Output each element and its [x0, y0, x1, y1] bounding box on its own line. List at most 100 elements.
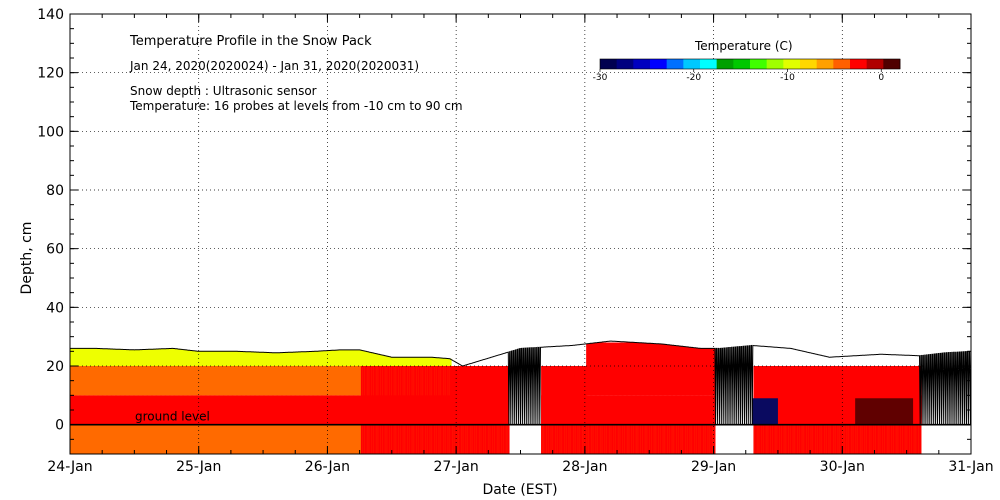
- layer-warm-column: [808, 366, 811, 425]
- layer-warm-column: [859, 366, 861, 425]
- layer-near-ground: [145, 395, 148, 425]
- layer-near-ground: [211, 395, 214, 425]
- layer-warm-column: [402, 366, 404, 425]
- layer-subsurface-warm: [453, 424, 456, 454]
- layer-warm-column: [792, 366, 794, 425]
- layer-upper-snow: [167, 348, 170, 366]
- layer-near-ground: [712, 395, 715, 425]
- layer-subsurface-warm: [891, 424, 894, 454]
- layer-near-ground: [336, 395, 339, 425]
- layer-subsurface-warm: [795, 424, 798, 454]
- layer-subsurface-warm: [588, 424, 591, 454]
- layer-subsurface-warm: [813, 424, 816, 454]
- layer-near-ground: [172, 395, 175, 425]
- layer-warm-column: [822, 366, 825, 425]
- layer-subsurface: [88, 424, 90, 454]
- layer-near-ground: [292, 395, 295, 425]
- layer-subsurface: [192, 424, 195, 454]
- layer-near-ground: [687, 395, 690, 425]
- layer-warm-column: [864, 366, 867, 425]
- layer-near-ground: [151, 395, 153, 425]
- layer-warm-column: [496, 366, 498, 425]
- layer-upper-snow: [430, 357, 433, 366]
- layer-warm-snowpack: [626, 342, 628, 396]
- layer-warm-column: [362, 366, 365, 425]
- layer-subsurface-warm: [635, 424, 637, 454]
- layer-near-ground: [653, 395, 655, 425]
- layer-lower-snow: [277, 366, 280, 396]
- layer-subsurface-warm: [366, 424, 368, 454]
- layer-subsurface-warm: [562, 424, 565, 454]
- layer-upper-snow: [144, 349, 147, 366]
- layer-upper-snow: [336, 350, 339, 366]
- layer-subsurface: [77, 424, 80, 454]
- layer-warm-snowpack: [590, 343, 592, 396]
- layer-subsurface-warm: [399, 424, 402, 454]
- layer-subsurface-warm: [674, 424, 677, 454]
- layer-warm-column: [478, 366, 480, 425]
- layer-near-ground: [203, 395, 206, 425]
- layer-near-ground: [109, 395, 112, 425]
- layer-warm-snowpack: [701, 348, 704, 396]
- layer-near-ground: [673, 395, 676, 425]
- layer-warm-column: [877, 366, 879, 425]
- layer-near-ground: [631, 395, 634, 425]
- layer-near-ground: [314, 395, 317, 425]
- layer-subsurface-warm: [476, 424, 479, 454]
- layer-subsurface-warm: [617, 424, 619, 454]
- layer-lower-snow: [248, 366, 251, 396]
- layer-warm-column: [804, 366, 807, 425]
- layer-subsurface-warm: [646, 424, 649, 454]
- layer-near-ground: [637, 395, 640, 425]
- layer-subsurface: [279, 424, 282, 454]
- layer-near-ground: [320, 395, 323, 425]
- layer-warm-column: [799, 366, 802, 425]
- layer-subsurface-warm: [430, 424, 433, 454]
- layer-warm-column: [817, 366, 820, 425]
- layer-subsurface-warm: [624, 424, 627, 454]
- layer-warm-column: [765, 366, 767, 425]
- layer-subsurface: [166, 424, 169, 454]
- layer-subsurface: [176, 424, 179, 454]
- layer-subsurface-warm: [889, 424, 892, 454]
- layer-warm-snowpack: [638, 342, 641, 396]
- layer-upper-snow: [95, 348, 98, 366]
- layer-lower-snow: [252, 366, 255, 396]
- layer-near-ground: [346, 395, 349, 425]
- layer-near-ground: [354, 395, 357, 425]
- layer-lower-snow: [345, 366, 348, 396]
- layer-lower-snow: [181, 366, 184, 396]
- layer-upper-snow: [79, 348, 81, 366]
- layer-near-ground: [295, 395, 298, 425]
- layer-warm-column: [431, 366, 434, 425]
- layer-warm-column: [566, 366, 569, 425]
- layer-lower-snow: [158, 366, 161, 396]
- layer-warm-snowpack: [658, 343, 661, 396]
- layer-warm-column: [831, 366, 834, 425]
- layer-subsurface: [250, 424, 253, 454]
- layer-subsurface-warm: [384, 424, 386, 454]
- layer-near-ground: [196, 395, 199, 425]
- layer-subsurface-warm: [377, 424, 380, 454]
- layer-subsurface-warm: [904, 424, 906, 454]
- layer-subsurface-warm: [499, 424, 502, 454]
- layer-subsurface-warm: [362, 424, 365, 454]
- layer-near-ground: [682, 395, 685, 425]
- layer-upper-snow: [158, 348, 161, 366]
- layer-warm-column: [875, 366, 878, 425]
- layer-subsurface-warm: [582, 424, 585, 454]
- layer-subsurface-warm: [668, 424, 671, 454]
- layer-subsurface-warm: [421, 424, 424, 454]
- layer-subsurface: [135, 424, 138, 454]
- layer-warm-column: [489, 366, 492, 425]
- layer-lower-snow: [351, 366, 354, 396]
- layer-near-ground: [357, 395, 359, 425]
- colorbar-swatch: [783, 59, 801, 69]
- layer-warm-column: [467, 366, 470, 425]
- layer-warm-snowpack: [707, 348, 710, 396]
- layer-warm-column: [553, 366, 556, 425]
- layer-upper-snow: [290, 352, 292, 366]
- layer-subsurface-warm: [568, 424, 571, 454]
- layer-subsurface-warm: [669, 424, 672, 454]
- layer-near-ground: [209, 395, 211, 425]
